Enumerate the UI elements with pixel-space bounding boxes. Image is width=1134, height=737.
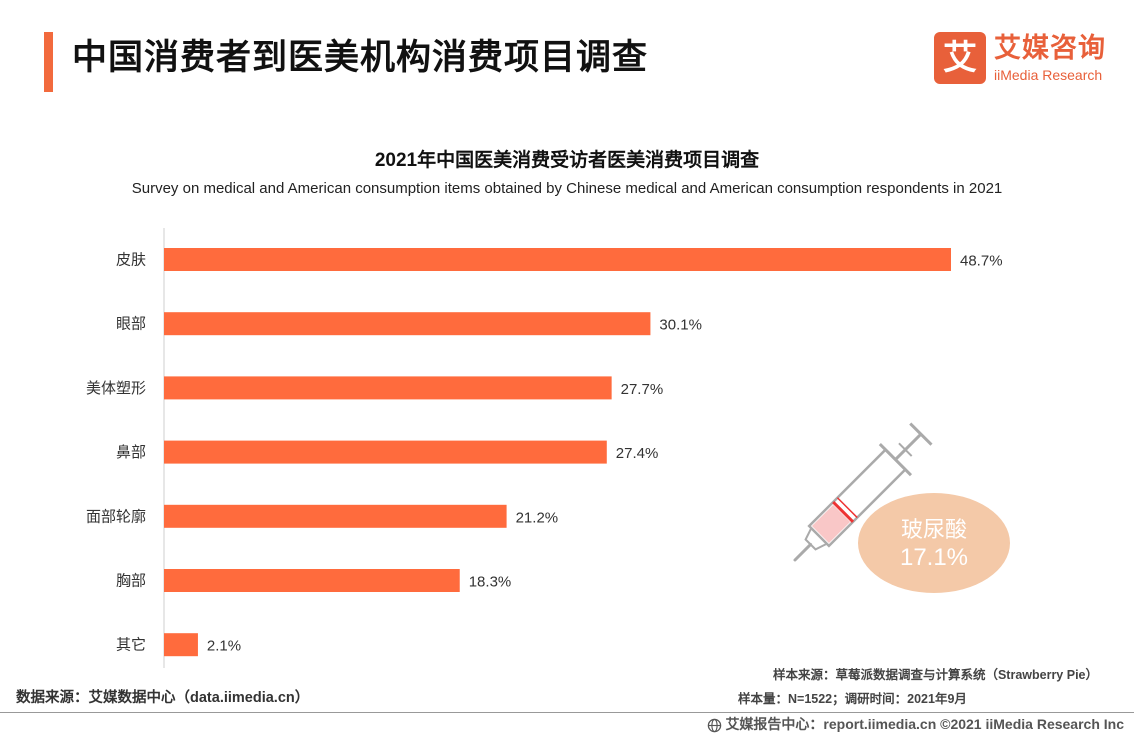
bar-5	[164, 569, 460, 592]
value-label: 27.4%	[616, 445, 659, 462]
chart-subtitle: Survey on medical and American consumpti…	[131, 180, 1003, 197]
annotation-value: 17.1%	[899, 544, 969, 571]
logo-name-en: iiMedia Research	[994, 67, 1103, 83]
category-label: 鼻部	[116, 443, 146, 461]
sample-size: 样本量：N=1522；调研时间：2021年9月	[738, 692, 967, 706]
value-label: 2.1%	[207, 638, 241, 655]
chart-title: 2021年中国医美消费受访者医美消费项目调查	[374, 150, 760, 171]
category-label: 其它	[116, 636, 146, 654]
value-label: 21.2%	[516, 509, 559, 526]
value-label: 30.1%	[659, 317, 702, 334]
category-label: 美体塑形	[86, 379, 146, 397]
syringe-icon	[793, 422, 933, 562]
page-title: 中国消费者到医美机构消费项目调查	[72, 38, 649, 77]
bars-group: 皮肤 48.7% 眼部 30.1% 美体塑形 27.7% 鼻部 27.4% 面部轮廓 21.2% 胸…	[86, 248, 1003, 657]
bar-6	[164, 633, 198, 657]
footer-copyright-text: 艾媒报告中心：report.iimedia.cn ©2021 iiMedia R…	[725, 716, 1124, 732]
footer-divider	[0, 712, 1134, 713]
annotation-label: 玻尿酸	[900, 517, 967, 542]
bar-2	[164, 376, 612, 400]
logo-name-cn: 艾媒咨询	[994, 33, 1106, 63]
value-label: 27.7%	[621, 381, 664, 398]
category-label: 眼部	[116, 315, 146, 333]
category-label: 面部轮廓	[86, 507, 146, 525]
bar-0	[164, 248, 951, 271]
annotation-badge: 玻尿酸 17.1%	[858, 493, 1010, 593]
footer-copyright: 艾媒报告中心：report.iimedia.cn ©2021 iiMedia R…	[707, 713, 1124, 735]
title-accent-bar	[44, 32, 53, 92]
bar-1	[164, 312, 651, 336]
brand-logo: 艾 艾媒咨询 iiMedia Research	[934, 32, 1114, 88]
category-label: 皮肤	[116, 251, 146, 269]
bar-3	[164, 440, 607, 464]
sample-source: 样本来源：草莓派数据调查与计算系统（Strawberry Pie）	[772, 668, 1098, 682]
value-label: 18.3%	[469, 574, 512, 591]
data-source: 数据来源：艾媒数据中心（data.iimedia.cn）	[16, 690, 310, 706]
value-label: 48.7%	[960, 253, 1003, 270]
logo-mark: 艾	[934, 32, 986, 84]
category-label: 胸部	[116, 572, 146, 590]
globe-icon	[708, 718, 722, 733]
bar-4	[164, 504, 507, 528]
